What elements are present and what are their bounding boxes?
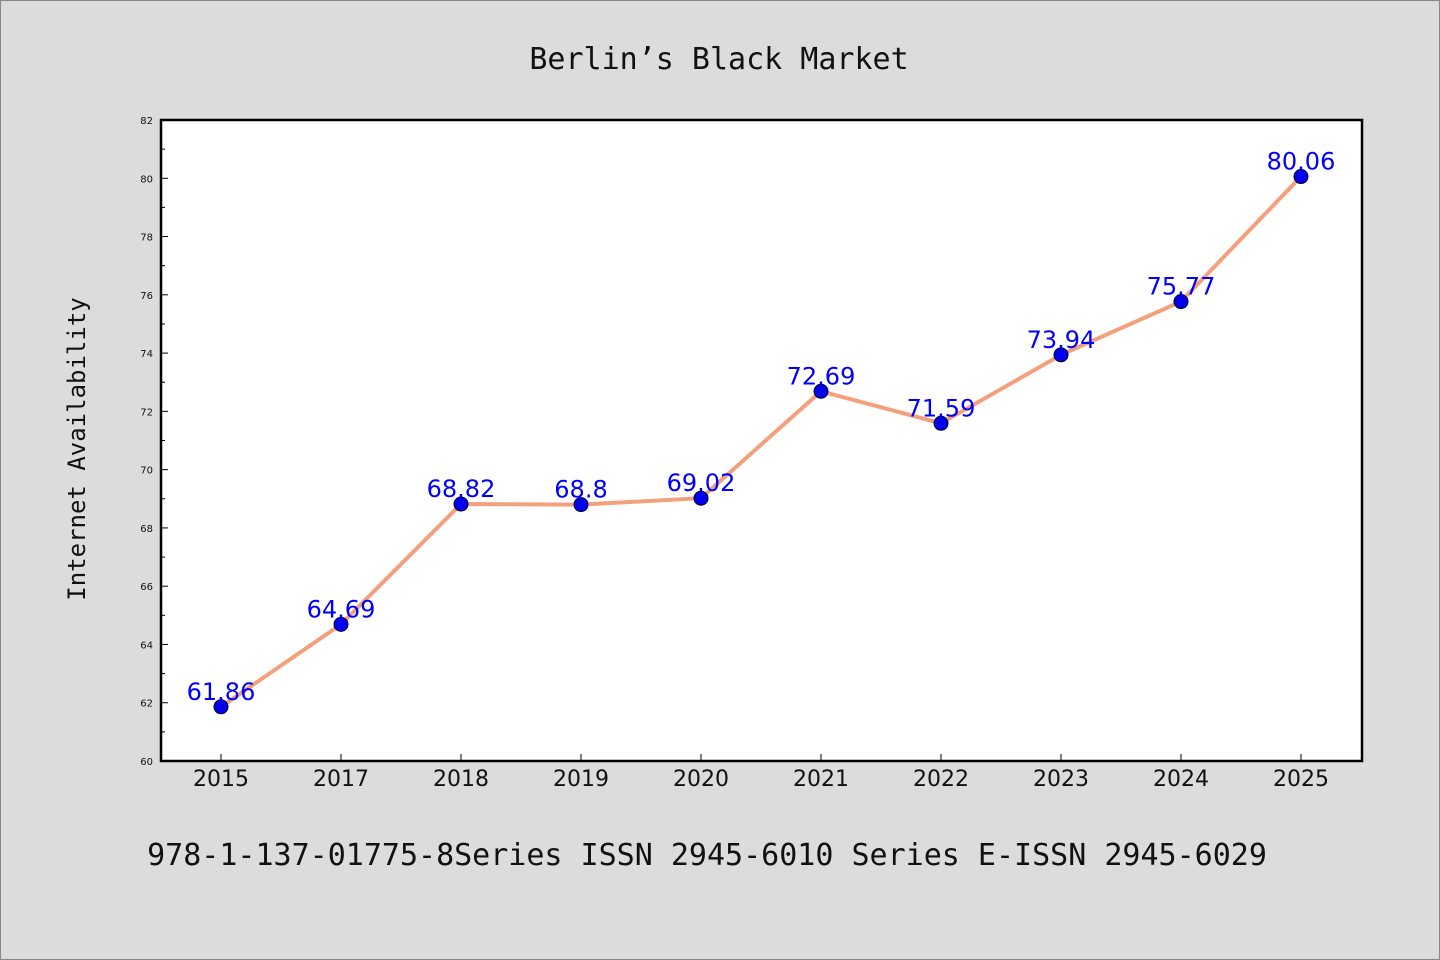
x-tick-label: 2025 [1273, 767, 1329, 792]
data-label: 61.86 [187, 678, 256, 706]
data-point [453, 496, 469, 512]
y-tick-label: 60 [140, 757, 153, 768]
y-tick-label: 70 [140, 466, 153, 477]
y-tick-label: 80 [140, 174, 153, 185]
y-tick-label: 66 [140, 582, 153, 593]
data-label: 75.77 [1147, 273, 1216, 301]
data-point [333, 616, 349, 632]
x-tick-label: 2024 [1153, 767, 1209, 792]
data-point [813, 383, 829, 399]
data-label: 72.69 [787, 362, 856, 390]
y-tick-label: 82 [140, 116, 153, 127]
y-tick-label: 78 [140, 233, 153, 244]
data-point [693, 490, 709, 506]
plot-area [159, 118, 1364, 763]
x-tick-label: 2018 [433, 767, 489, 792]
data-point [1173, 294, 1189, 310]
data-label: 69.02 [667, 469, 736, 497]
data-label: 73.94 [1027, 326, 1096, 354]
data-markers [213, 169, 1309, 715]
y-tick-label: 64 [140, 640, 153, 651]
footer-isbn-text: 978-1-137-01775-8Series ISSN 2945-6010 S… [147, 838, 1267, 873]
data-point [933, 415, 949, 431]
x-tick-label: 2020 [673, 767, 729, 792]
data-label: 68.8 [554, 476, 607, 504]
data-point [1293, 169, 1309, 185]
data-label: 80.06 [1267, 148, 1336, 176]
data-label: 68.82 [427, 475, 496, 503]
data-point [573, 497, 589, 513]
data-label: 71.59 [907, 394, 976, 422]
data-point [1053, 347, 1069, 363]
data-point [213, 699, 229, 715]
x-tick-label: 2021 [793, 767, 849, 792]
x-tick-label: 2023 [1033, 767, 1089, 792]
x-tick-label: 2022 [913, 767, 969, 792]
data-label: 64.69 [307, 595, 376, 623]
chart-title: Berlin’s Black Market [529, 42, 908, 77]
y-axis-label: Internet Availability [63, 297, 91, 600]
series-line [219, 174, 1303, 709]
x-tick-label: 2015 [193, 767, 249, 792]
y-tick-label: 76 [140, 291, 153, 302]
y-tick-label: 72 [140, 407, 153, 418]
data-labels: 61.86 64.69 68.82 68.8 69.02 72.69 71.59 73.94 7… [187, 148, 1336, 706]
y-tick-label: 68 [140, 524, 153, 535]
y-axis: 60 62 64 66 68 70 72 74 76 78 80 82 [140, 116, 168, 768]
series-lines [219, 174, 1303, 709]
y-tick-label: 74 [140, 349, 153, 360]
y-tick-label: 62 [140, 699, 153, 710]
x-tick-label: 2017 [313, 767, 369, 792]
x-axis: 2015 2017 2018 2019 2020 2021 2022 2023 2024 2025 [193, 754, 1329, 792]
x-tick-label: 2019 [553, 767, 609, 792]
